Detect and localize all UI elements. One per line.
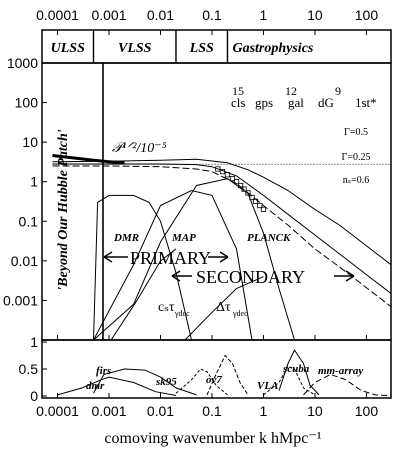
secondary-arrows bbox=[171, 270, 355, 282]
data-point bbox=[245, 190, 251, 196]
top-tick-label: 0.001 bbox=[91, 7, 126, 23]
mm-array-label: mm-array bbox=[318, 365, 363, 377]
scale-regions: ULSS VLSS LSS Gastrophysics bbox=[51, 30, 314, 63]
main-y-axis-ticks: 1000 100 10 1 0.1 0.01 0.001 bbox=[3, 55, 47, 308]
top-tick-label: 100 bbox=[355, 7, 379, 23]
main-y-tick-label: 0.1 bbox=[19, 213, 39, 229]
bottom-series-sk95 bbox=[175, 368, 228, 396]
top-tick-label: 0.0001 bbox=[36, 7, 79, 23]
bottom-y-tick-label: 0 bbox=[30, 388, 38, 404]
series-line-c-s-dec bbox=[110, 248, 177, 341]
region-label: ULSS bbox=[51, 41, 85, 56]
bottom-y-axis-ticks: 10.50 bbox=[19, 334, 47, 404]
main-y-tick-label: 100 bbox=[15, 95, 39, 111]
bottom-x-axis-ticks: 0.0001 0.001 0.01 0.1 1 10 100 bbox=[36, 335, 378, 419]
secondary-label: SECONDARY bbox=[196, 267, 305, 287]
main-series bbox=[52, 154, 392, 341]
mass-label-gps: gps bbox=[255, 95, 273, 110]
main-y-tick-label: 1000 bbox=[7, 55, 38, 71]
exponent-9: 9 bbox=[335, 84, 341, 98]
series-line-planck-window bbox=[93, 178, 295, 341]
mass-scale-labels: 15 12 9 cls gps gal dG 1st* bbox=[231, 84, 377, 110]
ctau-label: cₛτ bbox=[158, 300, 175, 315]
main-y-tick-label: 10 bbox=[22, 134, 38, 150]
top-axis-ticks: 0.0001 0.001 0.01 0.1 1 10 100 bbox=[36, 7, 378, 35]
data-point bbox=[215, 166, 221, 172]
mass-label-cls: cls bbox=[231, 95, 245, 110]
bottom-x-tick-label: 0.001 bbox=[91, 403, 126, 419]
bottom-series-ov7 bbox=[206, 354, 249, 396]
main-y-tick-label: 1 bbox=[30, 174, 38, 190]
series-line-map-window bbox=[93, 189, 253, 341]
primary-arrows bbox=[103, 251, 229, 263]
bottom-x-tick-label: 100 bbox=[355, 403, 379, 419]
bottom-series-vla bbox=[263, 365, 316, 396]
bottom-series-mm-array bbox=[303, 373, 392, 397]
dtau-label: Δτ bbox=[216, 300, 231, 315]
exponent-15: 15 bbox=[232, 84, 244, 98]
hubble-patch-label: 'Beyond Our Hubble Patch' bbox=[56, 129, 71, 291]
gamma-025-label: Γ=0.25 bbox=[342, 152, 371, 163]
top-tick-label: 1 bbox=[260, 7, 268, 23]
dmr-label: DMR bbox=[113, 232, 139, 244]
primary-label: PRIMARY bbox=[130, 248, 211, 268]
ov7-label: ov7 bbox=[206, 374, 222, 386]
bottom-y-tick-label: 1 bbox=[30, 334, 38, 350]
map-label: MAP bbox=[171, 232, 196, 244]
exponent-12: 12 bbox=[285, 84, 297, 98]
top-tick-label: 10 bbox=[307, 7, 323, 23]
scuba-label: scuba bbox=[282, 363, 310, 375]
bottom-series-firs bbox=[93, 368, 197, 396]
data-point bbox=[257, 202, 263, 209]
data-point bbox=[233, 179, 240, 185]
planck-label: PLANCK bbox=[247, 232, 291, 244]
dtau-subscript: γdec bbox=[232, 309, 248, 318]
series-line--0-5 bbox=[52, 158, 392, 266]
p-ratio-label: 𝒫¹ᐟ²/10⁻⁵ bbox=[112, 141, 167, 156]
bottom-x-tick-label: 10 bbox=[307, 403, 323, 419]
vla-label: VLA bbox=[257, 380, 278, 392]
bottom-x-tick-label: 0.01 bbox=[147, 403, 174, 419]
main-y-tick-label: 0.01 bbox=[11, 253, 38, 269]
scale-band bbox=[41, 29, 392, 64]
series-line--0-25 bbox=[52, 163, 392, 294]
main-y-tick-label: 0.001 bbox=[3, 292, 38, 308]
bottom-labels: firs dmr sk95 ov7 VLA scuba mm-array bbox=[86, 363, 363, 392]
gamma-05-label: Γ=0.5 bbox=[344, 127, 368, 138]
ctau-subscript: γdec bbox=[174, 309, 190, 318]
bottom-x-tick-label: 0.0001 bbox=[36, 403, 79, 419]
region-label: Gastrophysics bbox=[232, 41, 313, 56]
dmr-bottom-label: dmr bbox=[86, 380, 105, 392]
mass-label-dg: dG bbox=[318, 95, 334, 110]
x-axis-title: comoving wavenumber k hMpc⁻¹ bbox=[104, 430, 321, 447]
ns-06-label: nₛ=0.6 bbox=[343, 175, 370, 186]
data-point bbox=[229, 175, 236, 182]
bottom-series bbox=[57, 349, 392, 397]
series-line-dmr-window bbox=[93, 194, 192, 341]
region-label: LSS bbox=[189, 41, 214, 56]
data-point bbox=[252, 198, 259, 204]
data-point bbox=[219, 169, 226, 175]
region-label: VLSS bbox=[118, 41, 152, 56]
series-line-n-0-6 bbox=[52, 165, 392, 307]
mass-label-gal: gal bbox=[288, 95, 304, 110]
bottom-y-tick-label: 0.5 bbox=[19, 361, 39, 377]
bottom-series-dmr bbox=[57, 376, 177, 396]
data-point bbox=[260, 206, 267, 212]
series-line--dec bbox=[184, 276, 264, 341]
top-tick-label: 0.01 bbox=[147, 7, 174, 23]
series-line-p-1-2-spectrum bbox=[52, 154, 125, 165]
bottom-x-tick-label: 1 bbox=[260, 403, 268, 419]
mass-label-1st: 1st* bbox=[355, 95, 377, 110]
bottom-x-tick-label: 0.1 bbox=[202, 403, 222, 419]
firs-label: firs bbox=[96, 365, 111, 377]
top-tick-label: 0.1 bbox=[202, 7, 222, 23]
data-point bbox=[224, 172, 231, 178]
sk95-label: sk95 bbox=[155, 376, 177, 388]
